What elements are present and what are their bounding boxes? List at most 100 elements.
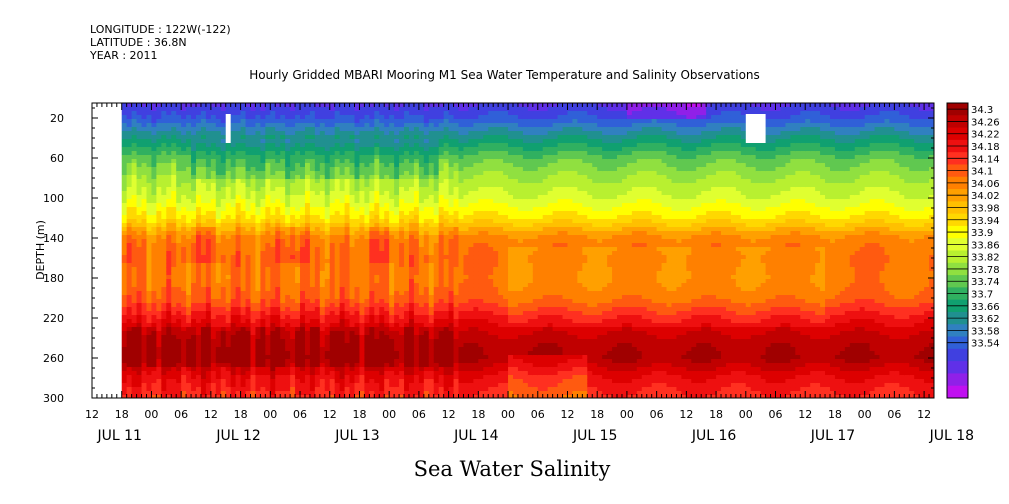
heatmap-cell bbox=[225, 155, 232, 160]
heatmap-cell bbox=[300, 363, 306, 368]
heatmap-cell bbox=[225, 219, 232, 224]
heatmap-cell bbox=[314, 243, 321, 248]
heatmap-cell bbox=[404, 251, 410, 256]
heatmap-cell bbox=[384, 131, 390, 136]
heatmap-cell bbox=[394, 131, 400, 136]
heatmap-cell bbox=[245, 307, 252, 312]
heatmap-cell bbox=[245, 203, 252, 208]
heatmap-cell bbox=[186, 375, 192, 380]
heatmap-cell bbox=[389, 139, 395, 144]
heatmap-cell bbox=[334, 371, 341, 376]
heatmap-cell bbox=[171, 119, 177, 124]
heatmap-cell bbox=[136, 183, 143, 188]
heatmap-cell bbox=[384, 315, 390, 320]
heatmap-cell bbox=[339, 343, 346, 348]
heatmap-cell bbox=[344, 191, 351, 196]
heatmap-cell bbox=[210, 347, 217, 352]
heatmap-cell bbox=[146, 359, 153, 364]
heatmap-cell bbox=[275, 375, 281, 380]
heatmap-cell bbox=[300, 187, 306, 192]
heatmap-cell bbox=[384, 279, 390, 284]
heatmap-cell bbox=[295, 159, 301, 164]
heatmap-cell bbox=[285, 127, 291, 132]
heatmap-cell bbox=[389, 255, 395, 260]
heatmap-cell bbox=[131, 299, 138, 304]
heatmap-cell bbox=[404, 283, 410, 288]
heatmap-cell bbox=[324, 363, 331, 368]
heatmap-cell bbox=[349, 383, 356, 388]
heatmap-cell bbox=[270, 135, 276, 140]
heatmap-cell bbox=[319, 151, 326, 156]
heatmap-cell bbox=[255, 359, 261, 364]
heatmap-cell bbox=[404, 275, 410, 280]
heatmap-cell bbox=[359, 163, 366, 168]
heatmap-cell bbox=[176, 143, 182, 148]
heatmap-cell bbox=[270, 231, 276, 236]
heatmap-cell bbox=[285, 211, 291, 216]
heatmap-cell bbox=[181, 171, 187, 176]
heatmap-cell bbox=[389, 375, 395, 380]
heatmap-cell bbox=[250, 291, 257, 296]
heatmap-cell bbox=[418, 147, 425, 152]
heatmap-cell bbox=[255, 119, 261, 124]
heatmap-cell bbox=[389, 147, 395, 152]
heatmap-cell bbox=[126, 371, 133, 376]
heatmap-cell bbox=[161, 227, 167, 232]
heatmap-cell bbox=[181, 215, 187, 220]
heatmap-cell bbox=[389, 211, 395, 216]
heatmap-cell bbox=[151, 311, 157, 316]
heatmap-cell bbox=[131, 123, 138, 128]
heatmap-cell bbox=[171, 259, 177, 264]
heatmap-cell bbox=[240, 375, 247, 380]
heatmap-cell bbox=[364, 359, 370, 364]
heatmap-cell bbox=[255, 391, 261, 396]
heatmap-cell bbox=[181, 223, 187, 228]
heatmap-cell bbox=[151, 259, 157, 264]
heatmap-cell bbox=[408, 335, 415, 340]
heatmap-cell bbox=[334, 287, 341, 292]
heatmap-cell bbox=[220, 171, 227, 176]
heatmap-cell bbox=[275, 239, 281, 244]
heatmap-cell bbox=[413, 259, 420, 264]
heatmap-cell bbox=[319, 367, 326, 372]
heatmap-cell bbox=[413, 179, 420, 184]
heatmap-cell bbox=[225, 367, 232, 372]
heatmap-cell bbox=[349, 151, 356, 156]
heatmap-cell bbox=[166, 135, 172, 140]
heatmap-cell bbox=[121, 131, 128, 136]
heatmap-cell bbox=[290, 299, 296, 304]
heatmap-cell bbox=[285, 119, 291, 124]
heatmap-cell bbox=[369, 259, 375, 264]
heatmap-cell bbox=[260, 223, 266, 228]
heatmap-cell bbox=[196, 295, 202, 300]
heatmap-cell bbox=[220, 247, 227, 252]
heatmap-cell bbox=[280, 215, 286, 220]
heatmap-cell bbox=[176, 307, 182, 312]
heatmap-cell bbox=[151, 379, 157, 384]
heatmap-cell bbox=[220, 331, 227, 336]
heatmap-cell bbox=[319, 223, 326, 228]
heatmap-cell bbox=[200, 223, 207, 228]
heatmap-cell bbox=[225, 103, 232, 108]
heatmap-cell bbox=[404, 103, 410, 108]
heatmap-cell bbox=[225, 319, 232, 324]
heatmap-cell bbox=[245, 227, 252, 232]
heatmap-cell bbox=[404, 307, 410, 312]
heatmap-cell bbox=[334, 183, 341, 188]
heatmap-cell bbox=[255, 263, 261, 268]
heatmap-cell bbox=[176, 179, 182, 184]
heatmap-cell bbox=[166, 387, 172, 392]
heatmap-cell bbox=[270, 391, 276, 396]
heatmap-cell bbox=[240, 383, 247, 388]
heatmap-cell bbox=[176, 315, 182, 320]
heatmap-cell bbox=[334, 275, 341, 280]
heatmap-cell bbox=[379, 111, 385, 116]
heatmap-cell bbox=[423, 167, 430, 172]
heatmap-cell bbox=[136, 347, 143, 352]
heatmap-cell bbox=[230, 211, 237, 216]
heatmap-cell bbox=[131, 391, 138, 396]
heatmap-cell bbox=[230, 247, 237, 252]
heatmap-cell bbox=[270, 355, 276, 360]
heatmap-cell bbox=[235, 367, 242, 372]
heatmap-cell bbox=[270, 187, 276, 192]
